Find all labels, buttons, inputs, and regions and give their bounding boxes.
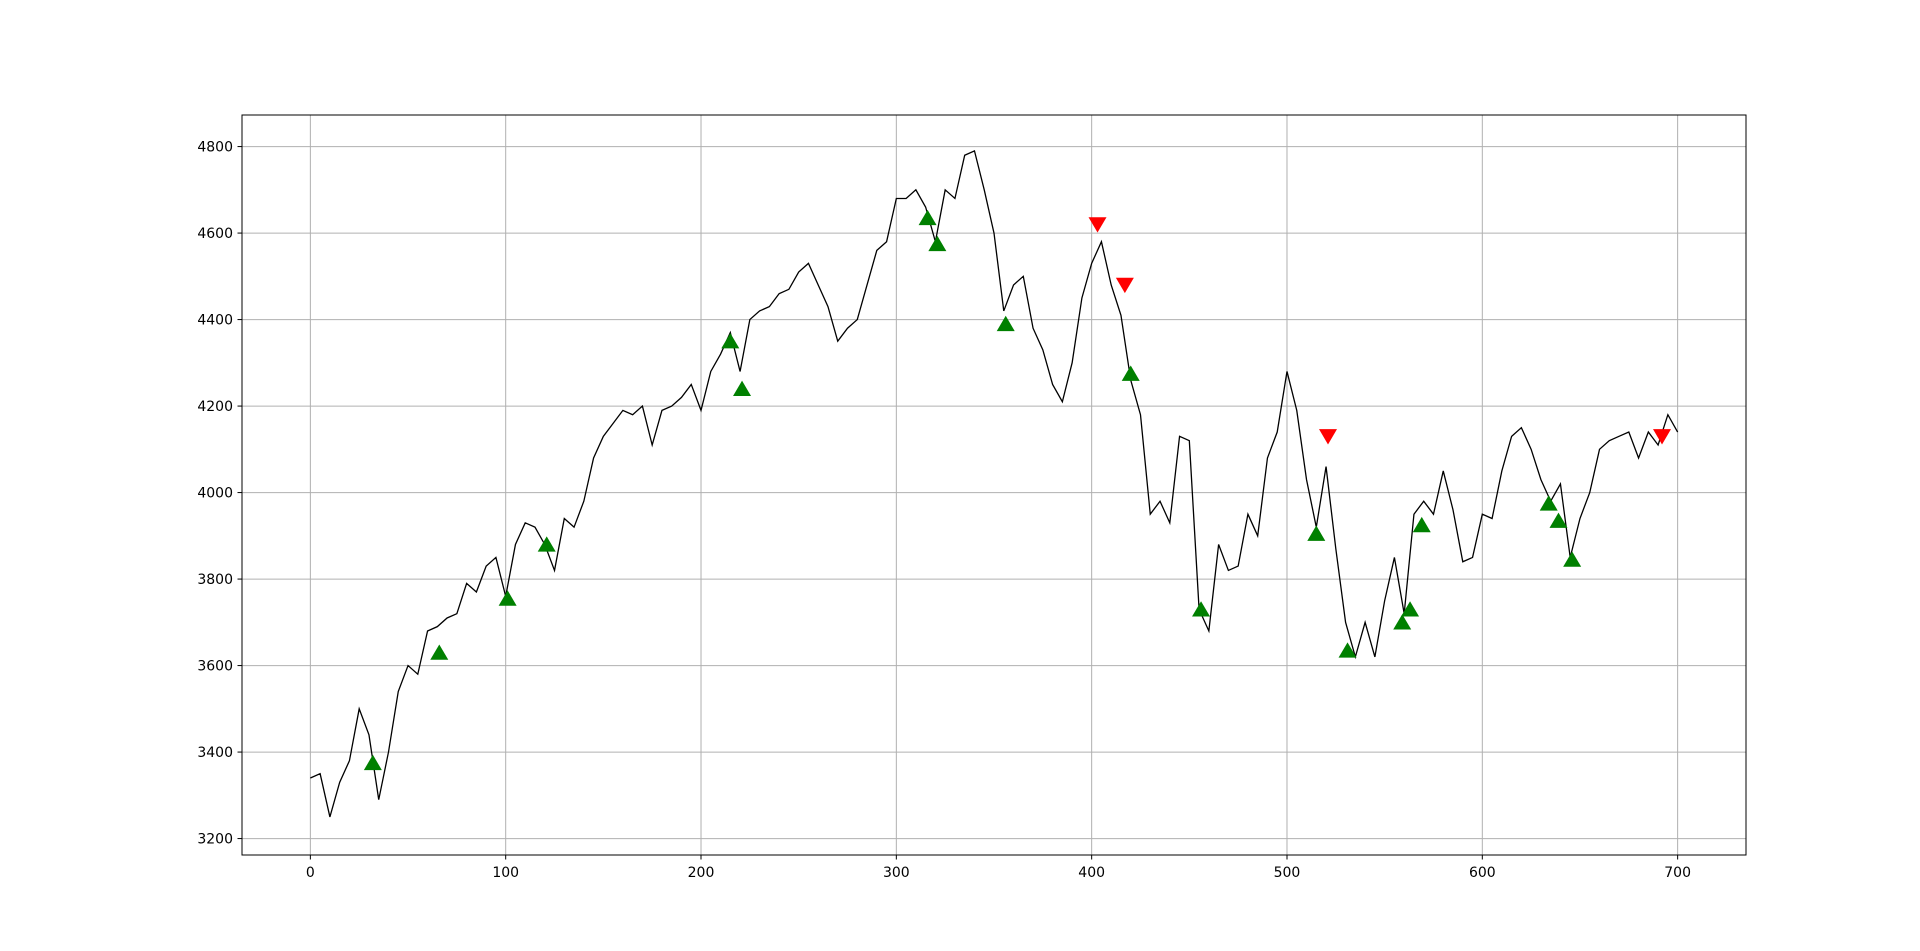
y-tick-label: 4200 — [197, 399, 233, 415]
signal-marker — [1393, 614, 1412, 630]
signal-marker — [996, 315, 1015, 332]
signal-marker — [721, 333, 740, 349]
y-tick-label: 3800 — [197, 572, 233, 588]
x-tick-label: 200 — [688, 865, 715, 881]
x-tick-label: 700 — [1664, 865, 1691, 881]
signal-marker — [1192, 601, 1211, 617]
y-tick-label: 3600 — [197, 659, 233, 675]
x-tick-label: 0 — [306, 865, 315, 881]
x-tick-label: 400 — [1078, 865, 1105, 881]
signal-marker — [1115, 277, 1134, 294]
signal-marker — [1319, 429, 1338, 445]
x-tick-label: 300 — [883, 865, 910, 881]
plot-frame — [241, 114, 1747, 856]
y-tick-label: 4800 — [197, 140, 233, 156]
price-line — [310, 149, 1679, 818]
y-tick-label: 4000 — [197, 486, 233, 502]
signal-marker — [1401, 601, 1420, 617]
signal-marker — [1338, 642, 1357, 658]
signal-marker — [918, 209, 937, 226]
x-tick-label: 100 — [492, 865, 519, 881]
signal-marker — [1549, 512, 1568, 528]
signal-marker — [1563, 551, 1582, 567]
signal-marker — [1088, 217, 1107, 233]
signal-marker — [733, 380, 752, 396]
y-tick-label: 3200 — [197, 832, 233, 848]
signal-marker — [537, 536, 556, 552]
x-tick-label: 500 — [1274, 865, 1301, 881]
signal-marker — [498, 590, 517, 606]
x-tick-label: 600 — [1469, 865, 1496, 881]
signal-marker — [1412, 516, 1431, 533]
signal-marker — [1653, 429, 1672, 445]
y-tick-label: 4600 — [197, 226, 233, 242]
y-tick-label: 3400 — [197, 745, 233, 761]
y-tick-label: 4400 — [197, 313, 233, 329]
signal-marker — [430, 644, 449, 660]
signal-marker — [1539, 495, 1558, 511]
signal-marker — [1121, 365, 1140, 381]
signal-marker — [1307, 525, 1326, 541]
signal-marker — [928, 235, 947, 252]
signal-marker — [363, 754, 382, 771]
